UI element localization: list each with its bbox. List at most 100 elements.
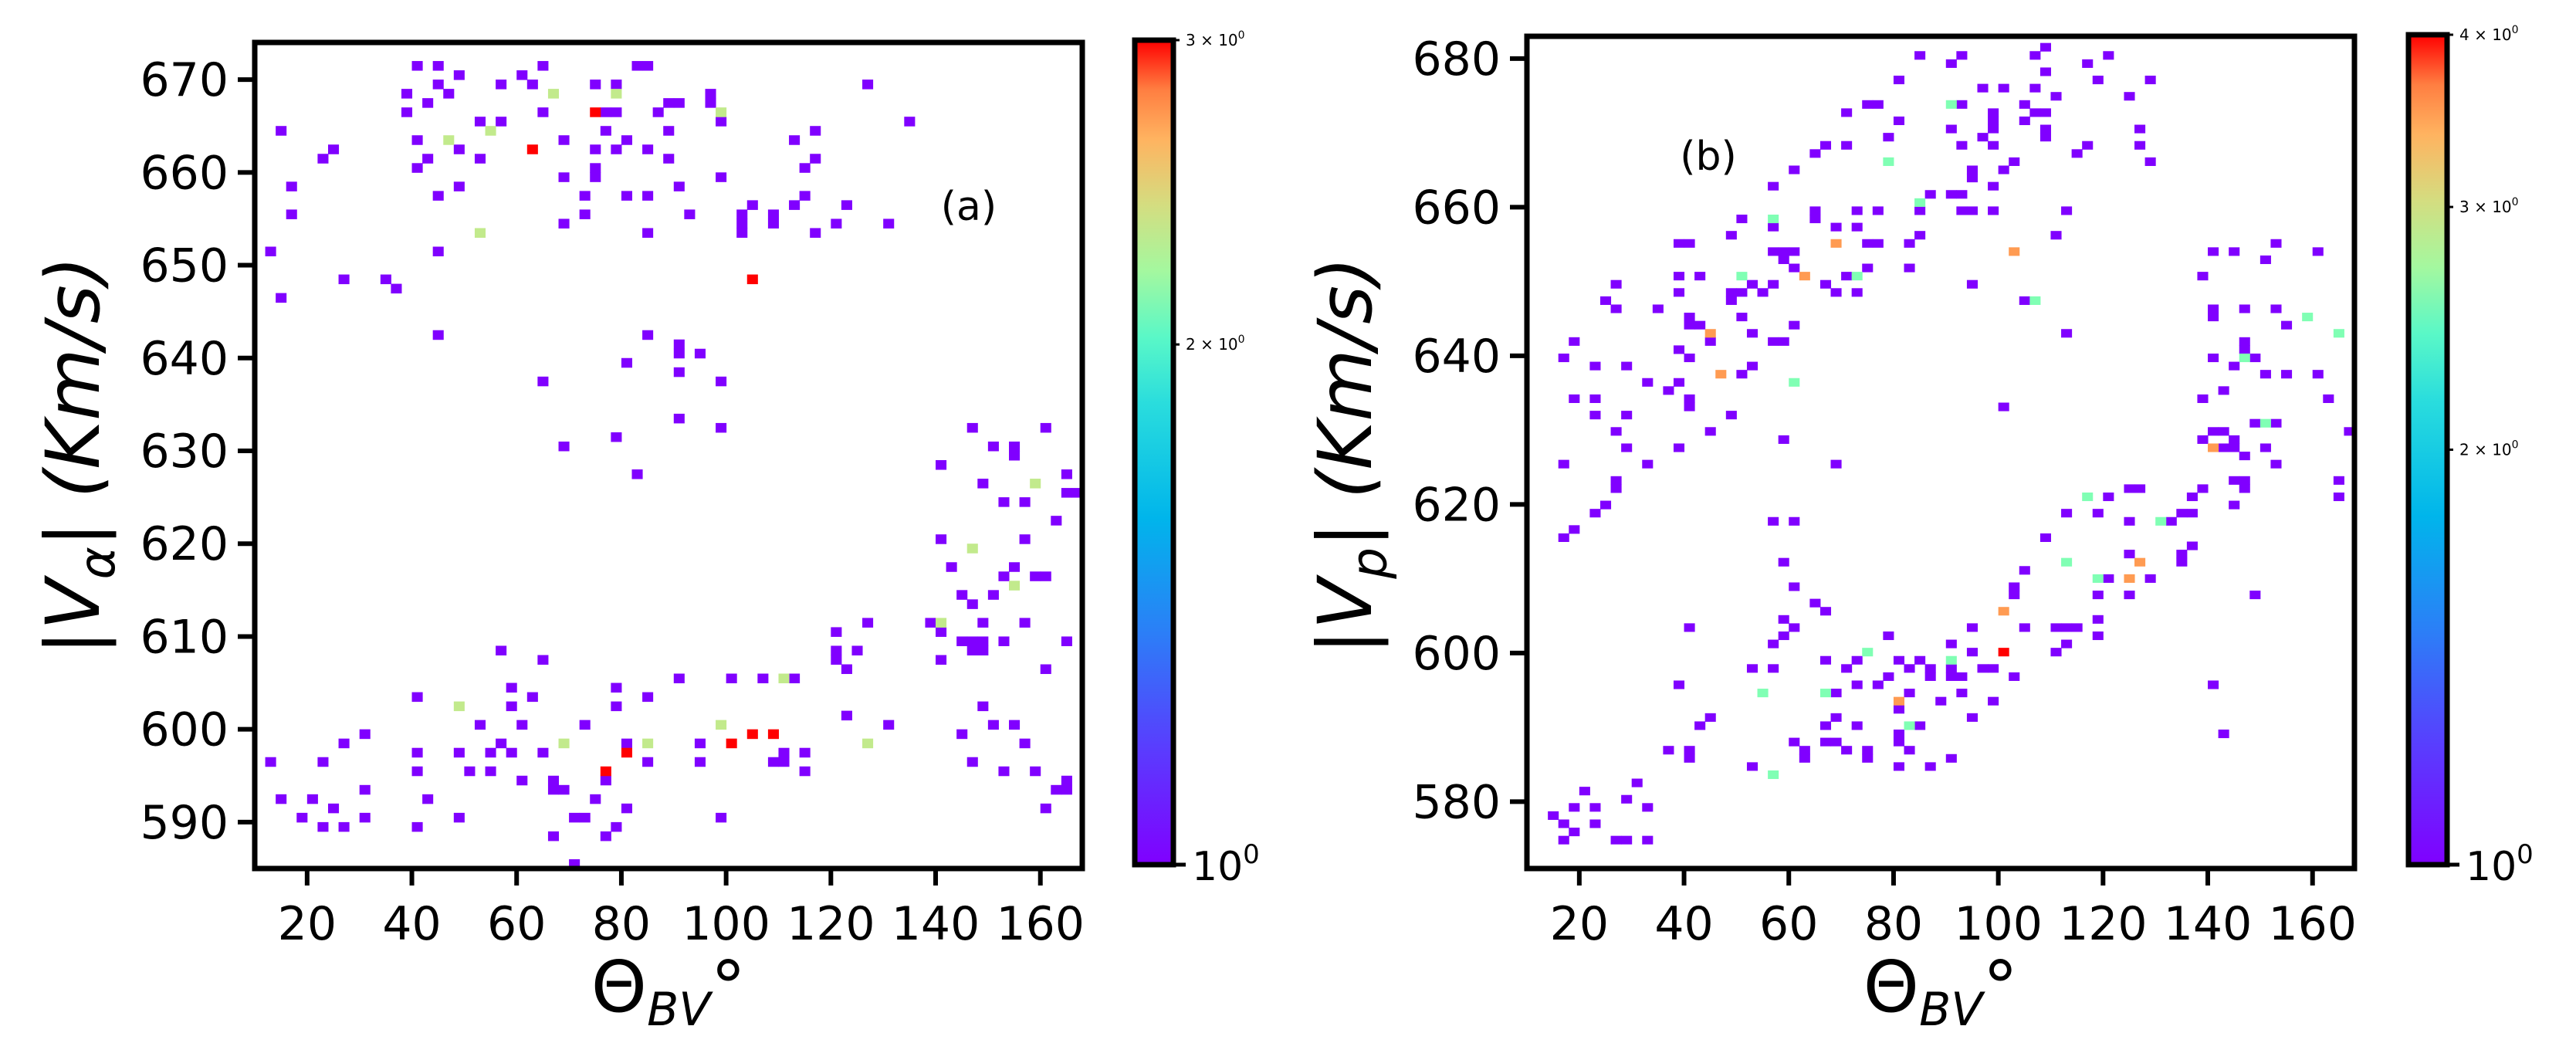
- heatmap-cell: [1851, 206, 1863, 215]
- heatmap-cell: [1956, 206, 1968, 215]
- panel-b-xlabel: ΘBV°: [1863, 946, 2019, 1037]
- heatmap-cell: [2071, 623, 2083, 632]
- heatmap-cell: [2281, 370, 2293, 379]
- heatmap-cell: [1061, 488, 1072, 498]
- heatmap-cell: [516, 775, 528, 786]
- y-tick-label: 660: [140, 146, 228, 200]
- heatmap-cell: [642, 228, 654, 238]
- heatmap-cell: [1924, 672, 1936, 681]
- heatmap-cell: [946, 562, 957, 572]
- heatmap-cell: [956, 636, 968, 646]
- heatmap-cell: [1988, 124, 1999, 134]
- heatmap-cell: [317, 821, 329, 832]
- heatmap-cell: [2009, 157, 2020, 166]
- heatmap-cell: [432, 80, 444, 90]
- heatmap-cell: [1684, 320, 1695, 330]
- heatmap-cell: [547, 775, 560, 786]
- heatmap-cell: [1841, 272, 1853, 281]
- heatmap-cell: [1872, 206, 1884, 215]
- heatmap-cell: [1061, 469, 1072, 479]
- heatmap-cell: [789, 200, 801, 210]
- heatmap-cell: [799, 191, 811, 201]
- heatmap-cell: [716, 812, 727, 823]
- heatmap-cell: [1663, 746, 1674, 755]
- x-tick-label: 60: [1759, 897, 1818, 951]
- heatmap-cell: [1061, 784, 1072, 795]
- heatmap-cell: [1673, 345, 1685, 354]
- heatmap-cell: [1956, 141, 1968, 150]
- heatmap-cell: [1966, 174, 1978, 183]
- heatmap-cell: [547, 89, 560, 99]
- heatmap-cell: [1799, 746, 1810, 755]
- heatmap-cell: [2281, 320, 2293, 330]
- heatmap-cell: [1789, 516, 1800, 526]
- heatmap-cell: [2009, 591, 2020, 600]
- heatmap-cell: [2009, 247, 2020, 256]
- heatmap-cell: [1746, 361, 1759, 371]
- heatmap-cell: [799, 766, 811, 777]
- heatmap-cell: [579, 209, 591, 219]
- heatmap-cell: [1621, 835, 1633, 845]
- heatmap-cell: [841, 200, 852, 210]
- heatmap-cell: [474, 228, 486, 238]
- heatmap-cell: [411, 692, 423, 703]
- heatmap-cell: [1061, 775, 1072, 786]
- heatmap-cell: [1746, 329, 1759, 338]
- heatmap-cell: [1631, 778, 1643, 787]
- heatmap-cell: [2218, 386, 2229, 395]
- heatmap-cell: [1893, 76, 1905, 85]
- x-tick-label: 20: [1550, 897, 1609, 951]
- heatmap-cell: [1684, 353, 1695, 363]
- heatmap-cell: [716, 172, 727, 182]
- heatmap-cell: [799, 163, 811, 173]
- heatmap-cell: [673, 367, 685, 378]
- heatmap-cell: [1725, 288, 1737, 297]
- heatmap-cell: [2197, 484, 2209, 493]
- heatmap-cell: [1988, 181, 1999, 191]
- heatmap-cell: [2050, 231, 2062, 240]
- heatmap-cell: [1569, 394, 1580, 404]
- heatmap-cell: [1789, 623, 1800, 632]
- y-tick-label: 680: [1412, 32, 1501, 86]
- heatmap-cell: [1819, 689, 1832, 698]
- heatmap-cell: [1819, 655, 1832, 665]
- heatmap-cell: [851, 645, 863, 655]
- heatmap-cell: [767, 209, 779, 219]
- heatmap-cell: [810, 228, 821, 238]
- heatmap-cell: [1914, 51, 1926, 60]
- x-tick-label: 80: [592, 897, 651, 951]
- heatmap-cell: [432, 246, 444, 257]
- heatmap-cell: [2144, 76, 2156, 85]
- heatmap-cell: [1851, 680, 1863, 689]
- heatmap-cell: [432, 330, 444, 340]
- y-tick-label: 650: [140, 239, 228, 293]
- heatmap-cell: [1610, 484, 1622, 493]
- heatmap-cell: [1558, 819, 1569, 828]
- heatmap-cell: [810, 154, 821, 164]
- heatmap-cell: [1019, 618, 1031, 628]
- heatmap-cell: [611, 682, 622, 693]
- heatmap-cell: [2208, 247, 2219, 256]
- heatmap-cell: [642, 330, 654, 340]
- heatmap-cell: [2239, 452, 2250, 461]
- heatmap-cell: [1684, 313, 1695, 322]
- heatmap-cell: [338, 274, 350, 285]
- heatmap-cell: [1558, 353, 1569, 363]
- heatmap-cell: [1019, 497, 1031, 507]
- heatmap-cell: [590, 144, 601, 154]
- heatmap-cell: [1684, 394, 1695, 404]
- heatmap-cell: [2218, 443, 2229, 452]
- heatmap-cell: [1768, 770, 1779, 780]
- heatmap-cell: [1956, 100, 1968, 109]
- heatmap-cell: [1569, 337, 1580, 346]
- heatmap-cell: [2092, 574, 2104, 583]
- heatmap-cell: [569, 812, 581, 823]
- heatmap-cell: [306, 794, 318, 804]
- heatmap-cell: [621, 191, 633, 201]
- panel-a-xlabel: ΘBV°: [591, 946, 746, 1037]
- heatmap-cell: [516, 70, 528, 80]
- heatmap-cell: [1819, 607, 1832, 616]
- heatmap-cell: [2333, 476, 2344, 485]
- heatmap-cell: [1862, 239, 1874, 248]
- heatmap-cell: [2208, 680, 2219, 689]
